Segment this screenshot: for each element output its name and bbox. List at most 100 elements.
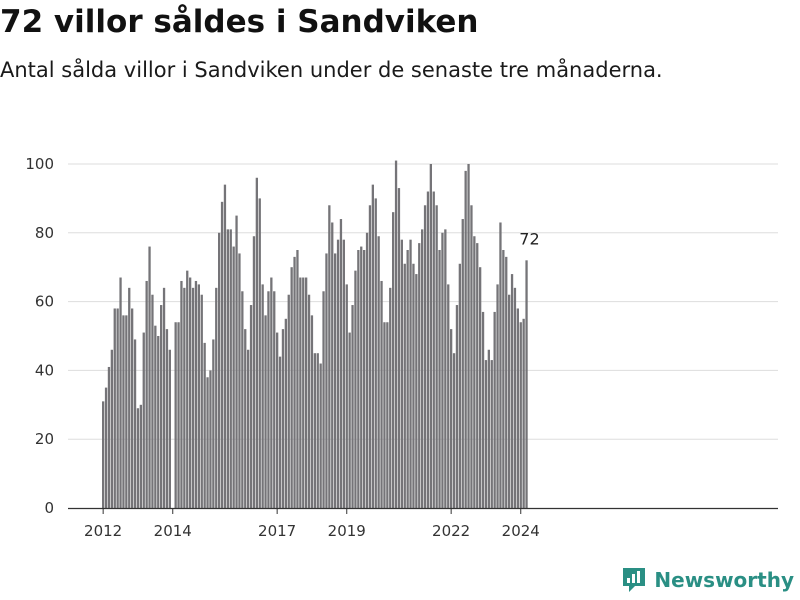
bar xyxy=(406,250,409,508)
bar xyxy=(186,270,189,508)
bar xyxy=(470,205,473,508)
y-tick-label: 100 xyxy=(25,155,54,173)
chart-subtitle: Antal sålda villor i Sandviken under de … xyxy=(0,58,663,82)
x-tick-label: 2014 xyxy=(154,522,192,540)
bar xyxy=(249,305,253,508)
x-tick-label: 2019 xyxy=(328,522,366,540)
bar xyxy=(113,308,116,508)
bar xyxy=(226,229,229,509)
bar xyxy=(299,277,302,508)
bar xyxy=(162,287,166,508)
bar xyxy=(261,284,264,508)
bar xyxy=(499,222,502,509)
y-tick-label: 40 xyxy=(35,361,54,379)
bar xyxy=(368,205,372,508)
bar xyxy=(264,315,267,508)
bar xyxy=(116,308,119,508)
bar xyxy=(418,243,421,508)
highlight-data-label: 72 xyxy=(519,229,539,248)
bar xyxy=(380,280,383,508)
bar xyxy=(284,318,287,508)
bar xyxy=(223,184,227,508)
bar xyxy=(122,315,125,508)
bar xyxy=(110,349,113,508)
bar xyxy=(194,280,198,508)
bar xyxy=(383,322,386,508)
bar xyxy=(455,305,459,508)
bar xyxy=(389,287,392,508)
bar xyxy=(276,332,279,508)
bar xyxy=(119,277,122,508)
x-tick-label: 2017 xyxy=(258,522,296,540)
bar xyxy=(293,256,296,508)
bar xyxy=(200,294,203,508)
bar xyxy=(348,332,351,508)
bar xyxy=(157,336,160,508)
bar xyxy=(244,329,247,508)
bar xyxy=(339,219,343,509)
bar xyxy=(165,329,169,508)
bar xyxy=(235,215,238,508)
bar xyxy=(258,198,261,508)
bar xyxy=(322,291,325,508)
bar xyxy=(255,177,258,508)
bar xyxy=(104,387,108,508)
x-tick-label: 2022 xyxy=(432,522,470,540)
bar xyxy=(409,239,412,508)
bar xyxy=(386,322,389,508)
bar xyxy=(423,205,427,508)
bar xyxy=(412,263,415,508)
data-labels: 72 xyxy=(519,229,539,248)
bar xyxy=(447,284,450,508)
bar xyxy=(218,232,221,509)
bar xyxy=(490,360,493,508)
y-tick-label: 80 xyxy=(35,224,54,242)
bar xyxy=(392,212,395,508)
bar xyxy=(102,401,105,508)
bar xyxy=(267,291,270,508)
bar xyxy=(334,253,337,508)
y-axis: 0 20 40 60 80 100 xyxy=(25,155,54,517)
bar xyxy=(464,170,467,508)
bar xyxy=(479,267,482,508)
bar xyxy=(154,325,157,508)
bar xyxy=(467,164,470,508)
bar xyxy=(505,256,508,508)
bar xyxy=(128,287,131,508)
bar xyxy=(452,353,456,508)
bar xyxy=(290,267,293,508)
bar xyxy=(435,205,438,508)
bar xyxy=(151,294,154,508)
bar xyxy=(328,205,331,508)
bar xyxy=(107,366,111,508)
brand-logo: Newsworthy xyxy=(621,566,794,594)
bar xyxy=(252,236,256,509)
bar xyxy=(241,291,244,508)
bar xyxy=(183,287,186,508)
bar xyxy=(522,318,525,508)
bar xyxy=(502,250,505,508)
bar xyxy=(421,229,424,509)
bar xyxy=(331,222,334,509)
bar xyxy=(487,349,490,508)
bar xyxy=(444,229,447,509)
bar xyxy=(313,353,316,508)
bar xyxy=(351,305,354,508)
bar xyxy=(484,360,488,508)
brand-name: Newsworthy xyxy=(654,568,794,592)
bar xyxy=(174,322,177,508)
bar xyxy=(209,370,212,508)
bar xyxy=(429,164,432,508)
bar xyxy=(481,311,485,508)
bar xyxy=(168,349,171,508)
bar xyxy=(371,184,374,508)
y-tick-label: 0 xyxy=(44,499,54,517)
bar xyxy=(400,239,403,508)
bar xyxy=(438,250,441,508)
bar xyxy=(212,339,215,508)
bar xyxy=(316,353,319,508)
bar xyxy=(302,277,305,508)
bar xyxy=(493,311,496,508)
x-tick-label: 2012 xyxy=(84,522,122,540)
bar xyxy=(415,274,418,508)
